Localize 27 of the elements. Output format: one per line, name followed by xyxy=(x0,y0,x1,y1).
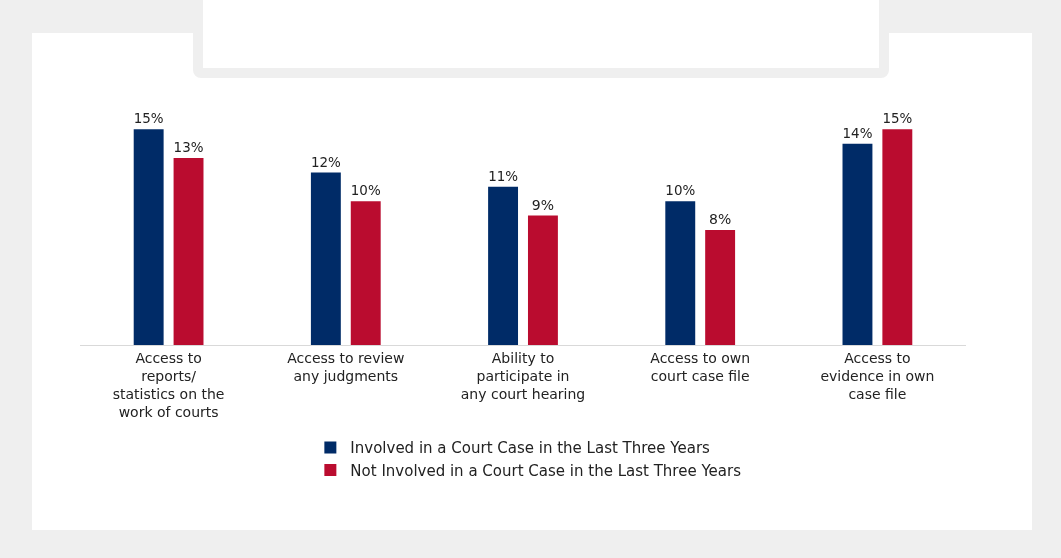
bar xyxy=(173,158,204,345)
legend-label: Not Involved in a Court Case in the Last Three Years xyxy=(350,461,742,480)
bar xyxy=(705,229,736,345)
data-label: 8% xyxy=(709,210,732,227)
data-label: 13% xyxy=(173,140,204,156)
bar xyxy=(310,172,341,345)
x-tick-label: Access to review any judgments xyxy=(287,349,405,384)
bar xyxy=(527,215,558,345)
bar xyxy=(350,201,381,345)
data-label: 14% xyxy=(842,125,873,141)
bar xyxy=(882,129,913,345)
data-label: 10% xyxy=(665,183,696,199)
data-label: 15% xyxy=(882,111,913,127)
data-label: 15% xyxy=(133,111,164,127)
x-tick-label: Ability to participate in any court hearing xyxy=(460,349,586,403)
data-label: 11% xyxy=(488,168,519,184)
data-label: 12% xyxy=(310,154,342,170)
x-tick-label: Access to evidence in own case file xyxy=(820,349,935,403)
bar xyxy=(133,129,164,345)
bar xyxy=(842,143,873,345)
x-tick-label: Access to reports/ statistics on the work of courts xyxy=(112,349,225,421)
bar xyxy=(488,186,519,345)
x-tick-label: Access to own court case file xyxy=(650,349,751,384)
legend-label: Involved in a Court Case in the Last Three Years xyxy=(350,439,711,458)
data-label: 10% xyxy=(350,183,381,199)
bar xyxy=(665,201,696,345)
data-label: 9% xyxy=(531,196,555,213)
